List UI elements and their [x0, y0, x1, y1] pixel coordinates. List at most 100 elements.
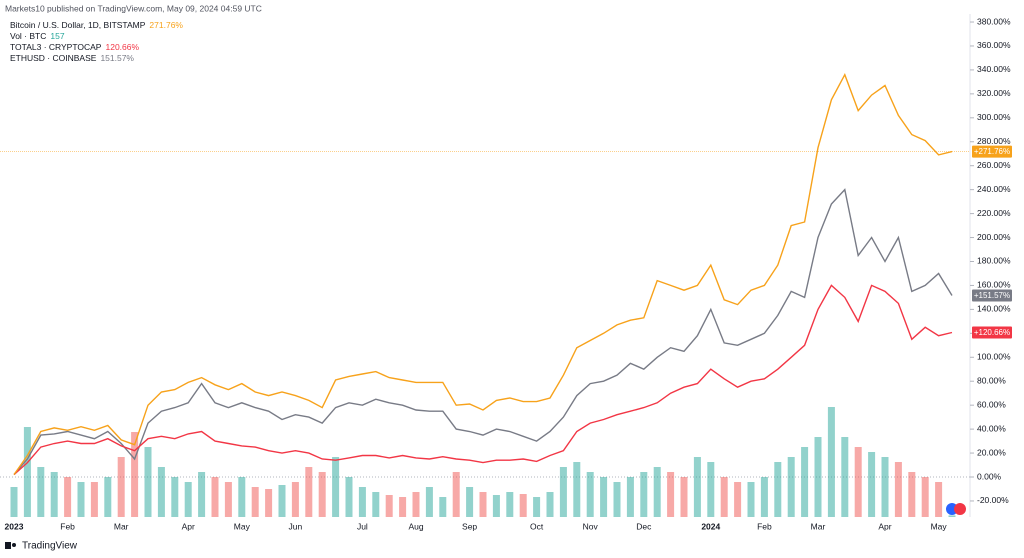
x-tick-label: Apr: [182, 521, 195, 531]
volume-bar: [211, 477, 219, 517]
icon: [954, 503, 966, 515]
x-tick-label: Sep: [462, 521, 477, 531]
y-tick-label: 360.00%: [977, 40, 1011, 50]
volume-bar: [50, 472, 58, 517]
y-tick-label: 100.00%: [977, 352, 1011, 362]
volume-bar: [131, 432, 139, 517]
volume-bar: [385, 495, 393, 517]
y-tick-label: 140.00%: [977, 304, 1011, 314]
volume-bar: [144, 447, 152, 517]
volume-bar: [600, 477, 608, 517]
y-tick-label: -20.00%: [977, 495, 1009, 505]
y-tick-label: 260.00%: [977, 160, 1011, 170]
volume-bar: [948, 515, 956, 517]
volume-bar: [439, 497, 447, 517]
logo-mark: [12, 543, 16, 547]
y-tick-label: 80.00%: [977, 375, 1006, 385]
volume-bar: [760, 477, 768, 517]
series-line: [13, 73, 953, 476]
volume-bar: [479, 492, 487, 517]
y-tick-label: 160.00%: [977, 280, 1011, 290]
volume-bar: [921, 477, 929, 517]
volume-bar: [291, 482, 299, 517]
volume-bar: [37, 467, 45, 517]
volume-bar: [305, 467, 313, 517]
logo: [5, 542, 16, 549]
legend-entry: Bitcoin / U.S. Dollar, 1D, BITSTAMP 271.7…: [10, 20, 183, 30]
volume-bar: [23, 427, 31, 517]
volume-bar: [399, 497, 407, 517]
legend-entry: Vol · BTC 157: [10, 31, 65, 41]
x-tick-label: Dec: [636, 521, 652, 531]
volume-bar: [693, 457, 701, 517]
volume-bar: [626, 477, 634, 517]
volume-bar: [345, 477, 353, 517]
volume-bar: [265, 489, 273, 517]
volume-bar: [372, 492, 380, 517]
volume-bar: [573, 462, 581, 517]
price-tag-label: +271.76%: [974, 147, 1010, 156]
flag-icon: [946, 503, 966, 515]
x-tick-label: May: [931, 521, 948, 531]
x-tick-label: Mar: [114, 521, 129, 531]
volume-bar: [827, 407, 835, 517]
volume-bar: [64, 477, 72, 517]
series-line: [13, 284, 953, 476]
legend-value: 151.57%: [100, 53, 134, 63]
x-tick-label: Feb: [60, 521, 75, 531]
volume-bar: [492, 495, 500, 517]
price-tag: [972, 289, 1012, 302]
volume-bar: [854, 447, 862, 517]
legend-entry: TOTAL3 · CRYPTOCAP 120.66%: [10, 42, 139, 52]
volume-bar: [117, 457, 125, 517]
price-tag-label: +151.57%: [974, 291, 1010, 300]
volume-bar: [707, 462, 715, 517]
volume-bar: [77, 482, 85, 517]
x-tick-label: 2024: [701, 521, 720, 531]
volume-bar: [667, 472, 675, 517]
x-tick-label: Jun: [289, 521, 303, 531]
volume-bar: [238, 477, 246, 517]
volume-bar: [278, 485, 286, 517]
y-tick-label: 280.00%: [977, 136, 1011, 146]
volume-bar: [318, 472, 326, 517]
legend-entry: ETHUSD · COINBASE 151.57%: [10, 53, 134, 63]
volume-bar: [198, 472, 206, 517]
volume-bar: [546, 492, 554, 517]
x-tick-label: Jul: [357, 521, 368, 531]
volume-bar: [251, 487, 259, 517]
volume-bar: [881, 457, 889, 517]
x-tick-label: May: [234, 521, 251, 531]
y-tick-label: 20.00%: [977, 447, 1006, 457]
y-tick-label: 200.00%: [977, 232, 1011, 242]
volume-bar: [10, 487, 18, 517]
x-tick-label: Feb: [757, 521, 772, 531]
volume-bar: [908, 472, 916, 517]
volume-bar: [868, 452, 876, 517]
legend-name: Vol · BTC: [10, 31, 46, 41]
volume-bar: [533, 497, 541, 517]
volume-bar: [586, 472, 594, 517]
legend-name: TOTAL3 · CRYPTOCAP: [10, 42, 102, 52]
legend-name: Bitcoin / U.S. Dollar, 1D, BITSTAMP: [10, 20, 146, 30]
price-tag: [972, 326, 1012, 339]
price-tag: [972, 145, 1012, 158]
x-tick-label: Nov: [583, 521, 599, 531]
volume-bar: [157, 467, 165, 517]
volume-bar: [613, 482, 621, 517]
volume-bar: [332, 457, 340, 517]
x-tick-label: 2023: [5, 521, 24, 531]
volume-bar: [358, 487, 366, 517]
volume-bar: [412, 492, 420, 517]
volume-bar: [653, 467, 661, 517]
y-tick-label: 380.00%: [977, 16, 1011, 26]
y-tick-label: 300.00%: [977, 112, 1011, 122]
volume-bar: [184, 482, 192, 517]
y-tick-label: 0.00%: [977, 471, 1002, 481]
volume-bar: [841, 437, 849, 517]
volume-bar: [680, 477, 688, 517]
x-tick-label: Mar: [811, 521, 826, 531]
volume-bar: [171, 477, 179, 517]
